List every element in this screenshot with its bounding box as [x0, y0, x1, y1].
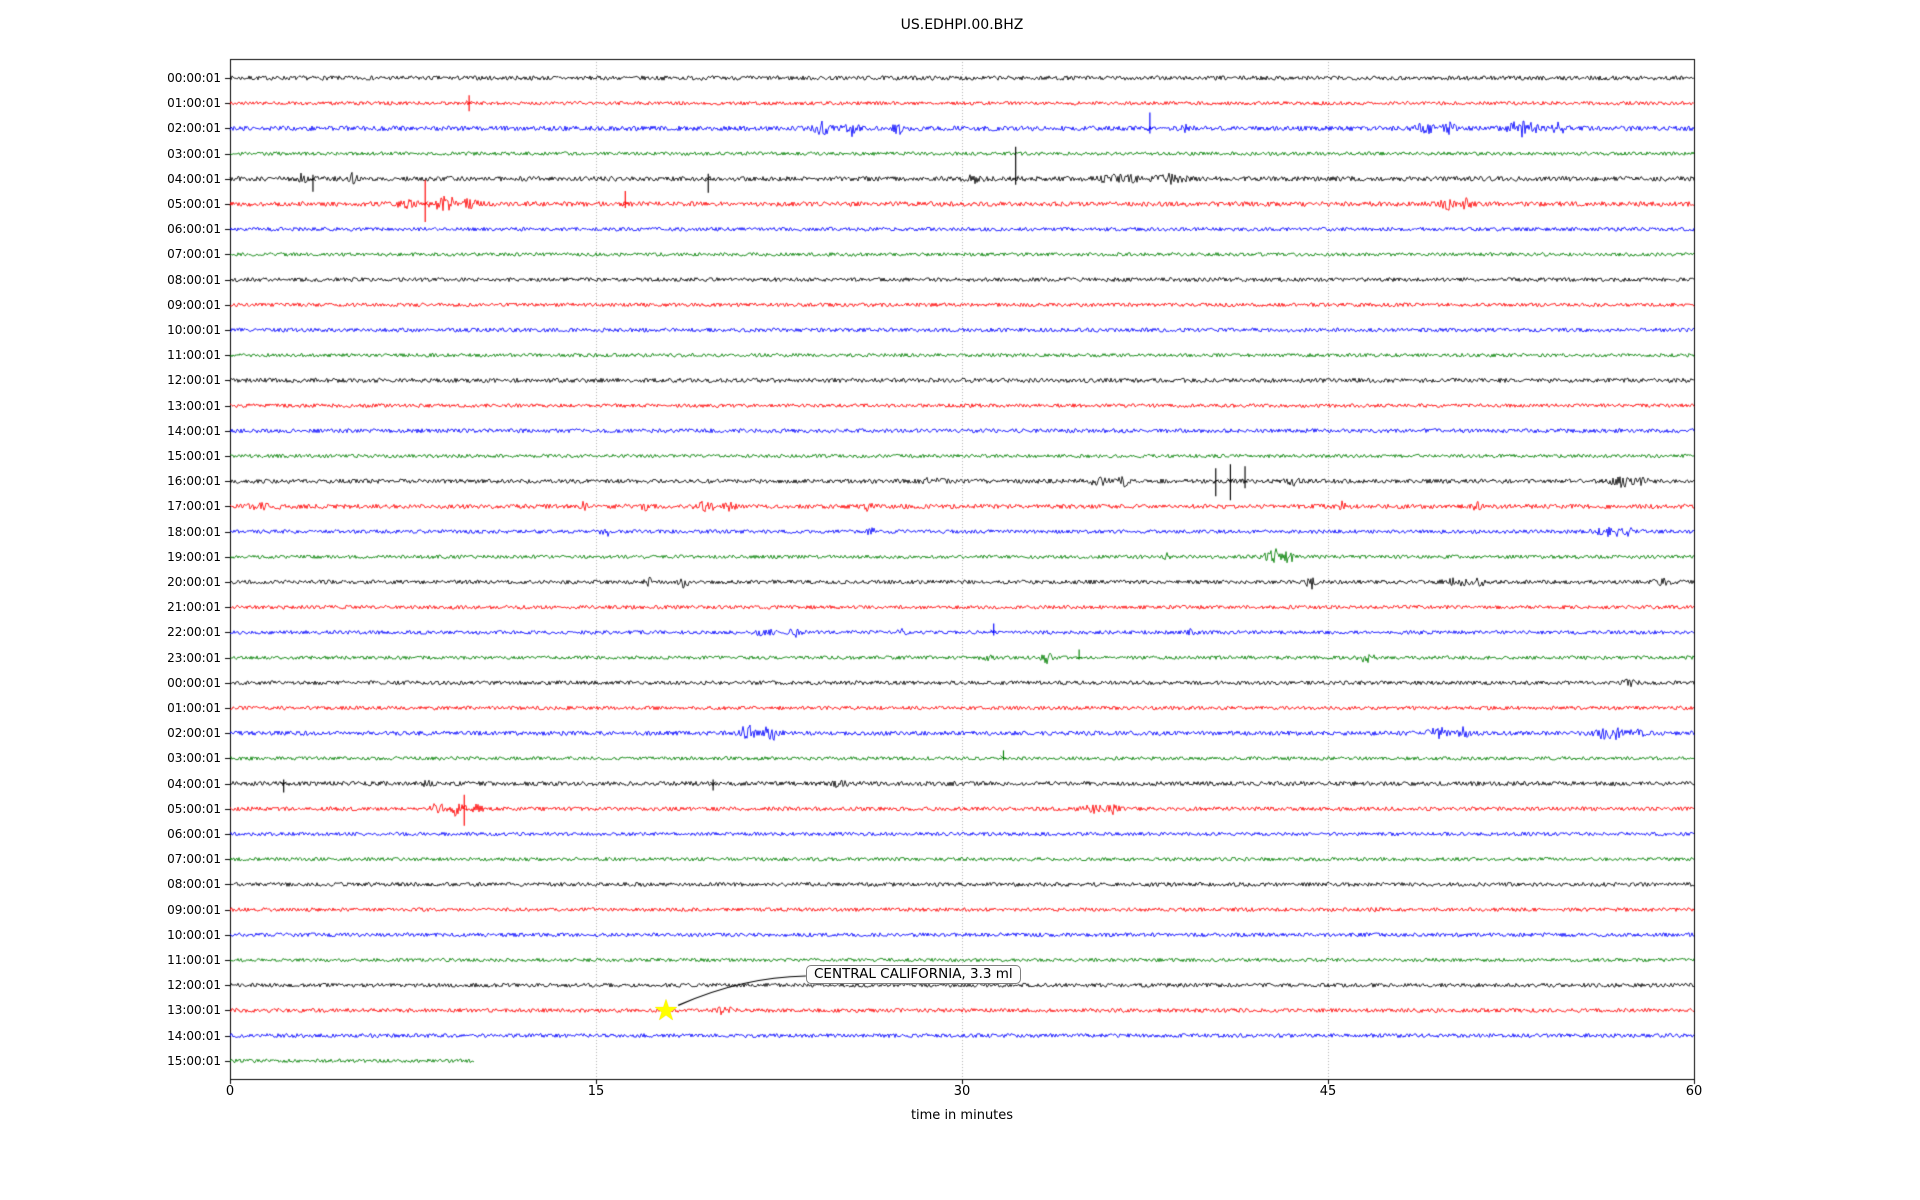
y-axis-label: 15:00:01 — [167, 1053, 221, 1068]
y-axis-label: 02:00:01 — [167, 121, 221, 136]
x-axis-tick-label: 30 — [953, 1084, 971, 1099]
y-axis-label: 11:00:01 — [167, 348, 221, 363]
x-axis-tick-label: 45 — [1319, 1084, 1337, 1099]
y-axis-label: 14:00:01 — [167, 1028, 221, 1043]
event-star-marker-icon: ★ — [653, 993, 679, 1027]
y-axis-label: 00:00:01 — [167, 675, 221, 690]
y-axis-label: 06:00:01 — [167, 827, 221, 841]
y-axis-label: 01:00:01 — [167, 96, 221, 111]
y-axis-label: 13:00:01 — [167, 1003, 221, 1018]
y-axis-label: 14:00:01 — [167, 423, 221, 438]
x-axis-tick-label: 15 — [587, 1084, 605, 1099]
y-axis-label: 19:00:01 — [167, 549, 221, 564]
y-axis-label: 03:00:01 — [167, 751, 221, 766]
y-axis-label: 02:00:01 — [167, 726, 221, 741]
x-axis-tick-label: 0 — [225, 1084, 235, 1099]
y-axis-label: 04:00:01 — [167, 776, 221, 791]
y-axis-label: 05:00:01 — [167, 801, 221, 816]
event-annotation-box: CENTRAL CALIFORNIA, 3.3 ml — [806, 965, 1021, 984]
y-axis-label: 10:00:01 — [167, 323, 221, 337]
y-axis-label: 13:00:01 — [167, 398, 221, 413]
y-axis-label: 08:00:01 — [167, 272, 221, 287]
y-axis-label: 18:00:01 — [167, 524, 221, 539]
y-axis-label: 04:00:01 — [167, 171, 221, 186]
y-axis-label: 03:00:01 — [167, 146, 221, 161]
y-axis-label: 05:00:01 — [167, 197, 221, 211]
y-axis-label: 20:00:01 — [167, 575, 221, 589]
y-axis-label: 12:00:01 — [167, 978, 221, 993]
x-axis-tick-label: 60 — [1685, 1084, 1703, 1099]
y-axis-label: 17:00:01 — [167, 499, 221, 514]
y-axis-label: 12:00:01 — [167, 373, 221, 388]
y-axis-label: 10:00:01 — [167, 927, 221, 942]
y-axis-label: 07:00:01 — [167, 247, 221, 262]
plot-title: US.EDHPI.00.BHZ — [900, 17, 1024, 33]
y-axis-label: 22:00:01 — [167, 625, 221, 640]
x-axis-title: time in minutes — [910, 1108, 1014, 1123]
y-axis-label: 15:00:01 — [167, 449, 221, 463]
y-axis-label: 21:00:01 — [167, 600, 221, 615]
y-axis-label: 07:00:01 — [167, 852, 221, 867]
y-axis-label: 00:00:01 — [167, 71, 221, 85]
y-axis-label: 16:00:01 — [167, 474, 221, 489]
y-axis-label: 08:00:01 — [167, 877, 221, 892]
y-axis-label: 06:00:01 — [167, 222, 221, 237]
y-axis-label: 11:00:01 — [167, 953, 221, 967]
y-axis-label: 09:00:01 — [167, 902, 221, 917]
y-axis-label: 23:00:01 — [167, 650, 221, 665]
y-axis-label: 01:00:01 — [167, 701, 221, 715]
y-axis-label: 09:00:01 — [167, 297, 221, 312]
